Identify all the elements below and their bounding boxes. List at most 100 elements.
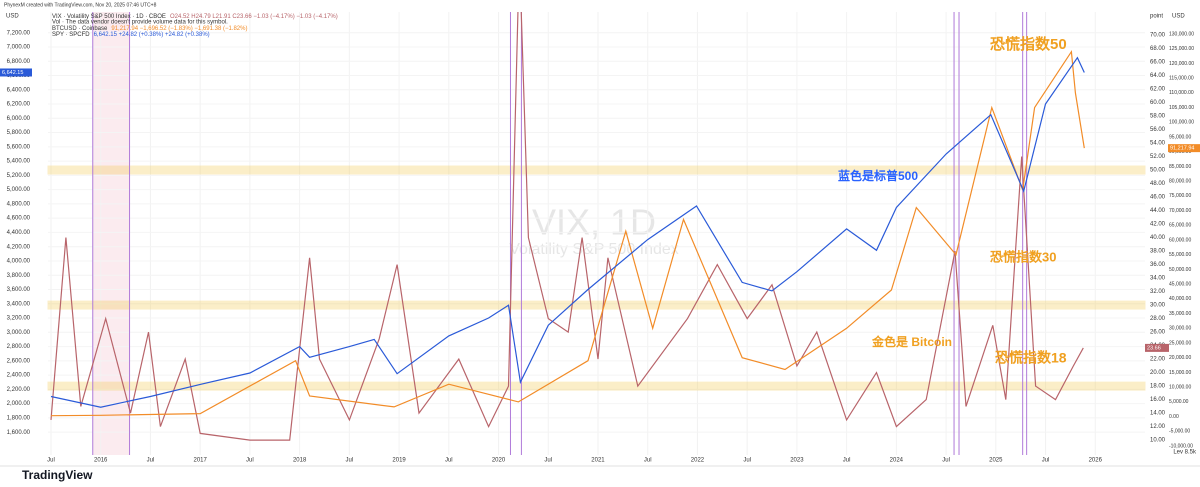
legend-name: VIX · Volatility S&P 500 Index · 1D · CB… — [52, 14, 166, 20]
y-tick-label: 5,800.00 — [7, 130, 31, 136]
y3-tick-label: 55,000.00 — [1169, 252, 1191, 258]
x-tick-label: Jul — [246, 458, 254, 464]
x-tick-label: Jul — [743, 458, 751, 464]
y3-tick-label: 15,000.00 — [1169, 370, 1191, 376]
annotation: 恐慌指数18 — [995, 350, 1067, 366]
y-tick-label: 2,200.00 — [7, 387, 31, 393]
watermark-title: VIX, 1D — [532, 202, 656, 243]
x-tick-label: Jul — [544, 458, 552, 464]
legend-name: BTCUSD · Coinbase — [52, 26, 108, 32]
x-tick-label: Jul — [843, 458, 851, 464]
y3-tick-label: 125,000.00 — [1169, 46, 1194, 52]
y-tick-label: 5,400.00 — [7, 159, 31, 165]
y2-axis-label: point — [1150, 14, 1163, 20]
y-tick-label: 2,400.00 — [7, 373, 31, 379]
y2-tick-label: 62.00 — [1150, 87, 1166, 93]
legend-entry: SPY · SPCFD 6,642.15 +24.82 (+0.38%) +24.… — [52, 32, 210, 38]
y2-tick-label: 56.00 — [1150, 127, 1166, 133]
y-tick-label: 4,600.00 — [7, 216, 31, 222]
y3-tick-label: 85,000.00 — [1169, 164, 1191, 170]
price-tag-label: 91,217.94 — [1170, 146, 1194, 152]
level-band — [47, 165, 1146, 175]
series-line — [50, 56, 1085, 408]
y-tick-label: 3,800.00 — [7, 273, 31, 279]
y2-tick-label: 52.00 — [1150, 154, 1166, 160]
y3-tick-label: 130,000.00 — [1169, 31, 1194, 37]
annotation: 蓝色是标普500 — [838, 168, 918, 183]
x-tick-label: 2016 — [94, 458, 108, 464]
legend-info: 6,642.15 +24.82 (+0.38%) +24.82 (+0.38%) — [94, 32, 210, 38]
x-tick-label: 2025 — [989, 458, 1003, 464]
y-tick-label: 6,000.00 — [7, 116, 31, 122]
y3-tick-label: 30,000.00 — [1169, 326, 1191, 332]
series-line — [50, 49, 1085, 417]
y3-tick-label: 115,000.00 — [1169, 75, 1194, 81]
y3-tick-label: 95,000.00 — [1169, 134, 1191, 140]
x-tick-label: 2024 — [890, 458, 904, 464]
y3-tick-label: 5,000.00 — [1169, 399, 1189, 405]
y2-tick-label: 54.00 — [1150, 141, 1166, 147]
y2-tick-label: 16.00 — [1150, 397, 1166, 403]
y2-tick-label: 26.00 — [1150, 330, 1166, 336]
y3-axis-label: USD — [1172, 14, 1185, 20]
y2-tick-label: 22.00 — [1150, 357, 1166, 363]
y2-tick-label: 68.00 — [1150, 46, 1166, 52]
annotation: 金色是 Bitcoin — [871, 334, 952, 349]
x-tick-label: 2017 — [193, 458, 207, 464]
y-tick-label: 3,600.00 — [7, 287, 31, 293]
background-layer — [48, 12, 1145, 455]
y2-tick-label: 58.00 — [1150, 114, 1166, 120]
y-tick-label: 1,600.00 — [7, 430, 31, 436]
y2-tick-label: 10.00 — [1150, 438, 1166, 444]
y2-tick-label: 32.00 — [1150, 289, 1166, 295]
y3-tick-label: 110,000.00 — [1169, 90, 1194, 96]
y-tick-label: 4,200.00 — [7, 244, 31, 250]
y2-tick-label: 64.00 — [1150, 73, 1166, 79]
y3-tick-label: 40,000.00 — [1169, 296, 1191, 302]
y-tick-label: 4,800.00 — [7, 201, 31, 207]
y-tick-label: 5,600.00 — [7, 144, 31, 150]
x-tick-label: Jul — [47, 458, 55, 464]
y3-tick-label: 80,000.00 — [1169, 178, 1191, 184]
legend-entry: BTCUSD · Coinbase 91,217.94 −1,696.52 (−1… — [52, 26, 247, 32]
y2-tick-label: 36.00 — [1150, 262, 1166, 268]
y3-tick-label: 45,000.00 — [1169, 281, 1191, 287]
y-tick-label: 6,200.00 — [7, 102, 31, 108]
y3-tick-label: 105,000.00 — [1169, 105, 1194, 111]
x-tick-label: Jul — [1042, 458, 1050, 464]
legend-info: 91,217.94 −1,696.52 (−1.83%) −1,691.38 (… — [111, 26, 247, 32]
price-tag — [1145, 343, 1169, 352]
y3-tick-label: 20,000.00 — [1169, 355, 1191, 361]
y-tick-label: 4,400.00 — [7, 230, 31, 236]
y2-tick-label: 66.00 — [1150, 60, 1166, 66]
annotation: 恐慌指数30 — [990, 249, 1056, 264]
brand: TradingView — [22, 468, 93, 482]
x-tick-label: 2023 — [790, 458, 804, 464]
y-tick-label: 6,400.00 — [7, 87, 31, 93]
y-axis-label: USD — [6, 14, 19, 20]
shaded-range — [92, 12, 130, 455]
y2-tick-label: 14.00 — [1150, 411, 1166, 417]
y3-tick-label: 0.00 — [1169, 414, 1179, 420]
plot-area — [50, 12, 1085, 441]
y2-tick-label: 38.00 — [1150, 249, 1166, 255]
y2-tick-label: 46.00 — [1150, 195, 1166, 201]
annotation: 恐慌指数50 — [990, 35, 1067, 53]
y3-tick-label: 65,000.00 — [1169, 223, 1191, 229]
x-tick-label: Jul — [346, 458, 354, 464]
y2-tick-label: 12.00 — [1150, 424, 1166, 430]
y2-tick-label: 60.00 — [1150, 100, 1166, 106]
x-tick-label: 2018 — [293, 458, 307, 464]
x-tick-label: 2020 — [492, 458, 506, 464]
y3-tick-label: 75,000.00 — [1169, 193, 1191, 199]
y-tick-label: 3,400.00 — [7, 301, 31, 307]
price-tag — [0, 68, 32, 77]
y-tick-label: 7,000.00 — [7, 45, 31, 51]
y2-tick-label: 20.00 — [1150, 370, 1166, 376]
x-tick-label: Jul — [942, 458, 950, 464]
y-tick-label: 4,000.00 — [7, 259, 31, 265]
y3-tick-label: 25,000.00 — [1169, 340, 1191, 346]
y-tick-label: 5,200.00 — [7, 173, 31, 179]
legend-entry: VIX · Volatility S&P 500 Index · 1D · CB… — [52, 14, 338, 20]
y3-tick-label: 35,000.00 — [1169, 311, 1191, 317]
